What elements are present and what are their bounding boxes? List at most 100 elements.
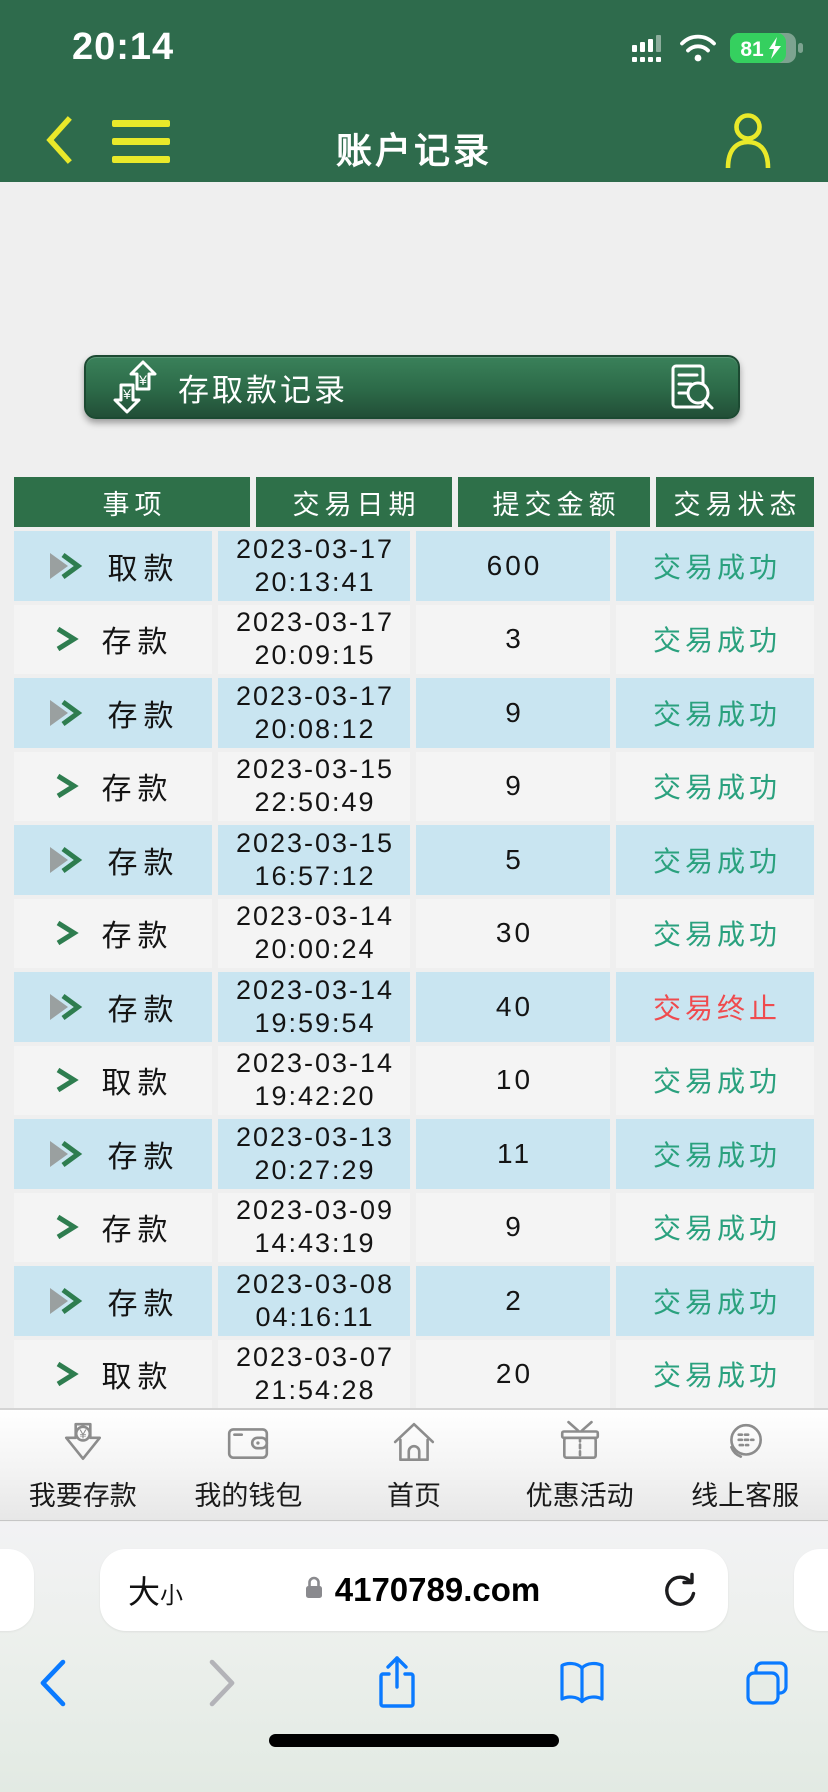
nav-item-home[interactable]: 首页: [331, 1410, 497, 1520]
table-row: 存款 2023-03-17 20:09:15 3 交易成功: [14, 604, 814, 674]
nav-item-wallet[interactable]: 我的钱包: [166, 1410, 332, 1520]
customer-service-icon: [722, 1417, 768, 1469]
transaction-time: 19:59:54: [254, 1007, 376, 1038]
page-title: 账户记录: [335, 130, 492, 171]
table-row: 存款 2023-03-14 19:59:54 40 交易终止: [14, 972, 814, 1042]
transaction-type: 存款: [107, 1140, 180, 1174]
transaction-date: 2023-03-17: [235, 680, 395, 711]
svg-text:¥: ¥: [138, 372, 147, 388]
adjacent-tab-left[interactable]: [0, 1549, 34, 1631]
safari-chrome: 大小 4170789.com: [0, 1522, 828, 1792]
transaction-type: 取款: [107, 552, 180, 586]
deposit-withdraw-icon: ¥ ¥: [106, 358, 164, 416]
transaction-date: 2023-03-08: [235, 1268, 395, 1299]
transaction-status: 交易成功: [616, 1045, 814, 1115]
transaction-type: 存款: [101, 773, 174, 807]
share-icon: [379, 1656, 415, 1708]
transaction-date: 2023-03-15: [235, 754, 395, 785]
deposit-arrow-icon: ¥: [60, 1417, 106, 1469]
back-button[interactable]: [44, 115, 74, 168]
transaction-time: 19:42:20: [254, 1081, 376, 1112]
records-banner: ¥ ¥ 存取款记录: [84, 355, 740, 419]
transaction-date: 2023-03-14: [235, 974, 395, 1005]
url-text: 4170789.com: [334, 1571, 541, 1608]
app-header: 20:14: [0, 0, 828, 182]
transaction-type: 存款: [107, 699, 180, 733]
transaction-type: 存款: [107, 993, 180, 1027]
transaction-amount: 9: [416, 751, 610, 821]
transaction-amount: 9: [416, 1192, 610, 1262]
back-chevron-icon: [46, 116, 72, 164]
transaction-type: 存款: [101, 626, 174, 660]
transaction-status: 交易成功: [616, 604, 814, 674]
home-icon: [391, 1417, 437, 1469]
transaction-type: 存款: [101, 920, 174, 954]
transaction-time: 20:27:29: [254, 1154, 376, 1185]
col-header-item: 事项: [14, 477, 250, 527]
nav-item-deposit[interactable]: ¥ 我要存款: [0, 1410, 166, 1520]
transaction-status: 交易成功: [616, 1192, 814, 1262]
clock: 20:14: [72, 26, 175, 68]
reload-button[interactable]: [660, 1570, 700, 1610]
address-bar[interactable]: 大小 4170789.com: [100, 1549, 728, 1631]
nav-label: 优惠活动: [525, 1481, 634, 1511]
search-records-icon[interactable]: [664, 360, 718, 414]
menu-button[interactable]: [112, 120, 170, 163]
battery-percent: 81: [740, 38, 764, 61]
transaction-status: 交易成功: [616, 751, 814, 821]
transaction-time: 20:09:15: [254, 640, 376, 671]
forward-chevron-icon: [209, 1659, 234, 1707]
cellular-signal-icon: [632, 33, 666, 69]
transaction-status: 交易成功: [616, 531, 814, 601]
nav-label: 线上客服: [691, 1481, 800, 1511]
chevron-right-icon: [53, 623, 81, 655]
nav-item-service[interactable]: 线上客服: [662, 1410, 828, 1520]
transaction-date: 2023-03-14: [235, 1048, 395, 1079]
chevron-right-icon: [53, 917, 81, 949]
table-row: 存款 2023-03-08 04:16:11 2 交易成功: [14, 1266, 814, 1336]
bookmarks-button[interactable]: [556, 1659, 608, 1707]
adjacent-tab-right[interactable]: [794, 1549, 828, 1631]
double-arrow-icon: [47, 1283, 87, 1319]
table-row: 取款 2023-03-07 21:54:28 20 交易成功: [14, 1339, 814, 1409]
records-table: 事项 交易日期 提交金额 交易状态 取款 2023-03-17 20:13:41 60…: [14, 477, 814, 1409]
transaction-amount: 2: [416, 1266, 610, 1336]
transaction-amount: 3: [416, 604, 610, 674]
gift-icon: [557, 1417, 603, 1469]
table-header: 事项 交易日期 提交金额 交易状态: [14, 477, 814, 527]
tabs-button[interactable]: [742, 1658, 792, 1708]
col-header-date: 交易日期: [256, 477, 452, 527]
wallet-icon: [225, 1417, 271, 1469]
transaction-time: 14:43:19: [254, 1228, 376, 1259]
transaction-status: 交易成功: [616, 898, 814, 968]
wifi-icon: [679, 34, 717, 68]
transaction-date: 2023-03-17: [235, 533, 395, 564]
table-row: 存款 2023-03-13 20:27:29 11 交易成功: [14, 1119, 814, 1189]
profile-button[interactable]: [722, 110, 774, 173]
home-indicator[interactable]: [269, 1734, 559, 1747]
transaction-date: 2023-03-17: [235, 607, 395, 638]
transaction-time: 16:57:12: [254, 860, 376, 891]
transaction-time: 22:50:49: [254, 787, 376, 818]
double-arrow-icon: [47, 1136, 87, 1172]
transaction-status: 交易成功: [616, 678, 814, 748]
text-size-button[interactable]: 大小: [128, 1574, 184, 1610]
transaction-amount: 40: [416, 972, 610, 1042]
banner-title: 存取款记录: [178, 372, 348, 408]
transaction-date: 2023-03-14: [235, 901, 395, 932]
table-row: 存款 2023-03-15 22:50:49 9 交易成功: [14, 751, 814, 821]
browser-back-button[interactable]: [36, 1657, 70, 1709]
nav-label: 我的钱包: [194, 1481, 303, 1511]
transaction-time: 20:08:12: [254, 713, 376, 744]
browser-forward-button[interactable]: [205, 1657, 239, 1709]
table-row: 存款 2023-03-14 20:00:24 30 交易成功: [14, 898, 814, 968]
transaction-date: 2023-03-09: [235, 1195, 395, 1226]
col-header-status: 交易状态: [656, 477, 814, 527]
share-button[interactable]: [373, 1654, 421, 1712]
transaction-amount: 30: [416, 898, 610, 968]
svg-text:¥: ¥: [78, 1427, 86, 1441]
nav-item-promo[interactable]: 优惠活动: [497, 1410, 663, 1520]
transaction-amount: 11: [416, 1119, 610, 1189]
double-arrow-icon: [47, 842, 87, 878]
svg-text:¥: ¥: [122, 386, 131, 402]
